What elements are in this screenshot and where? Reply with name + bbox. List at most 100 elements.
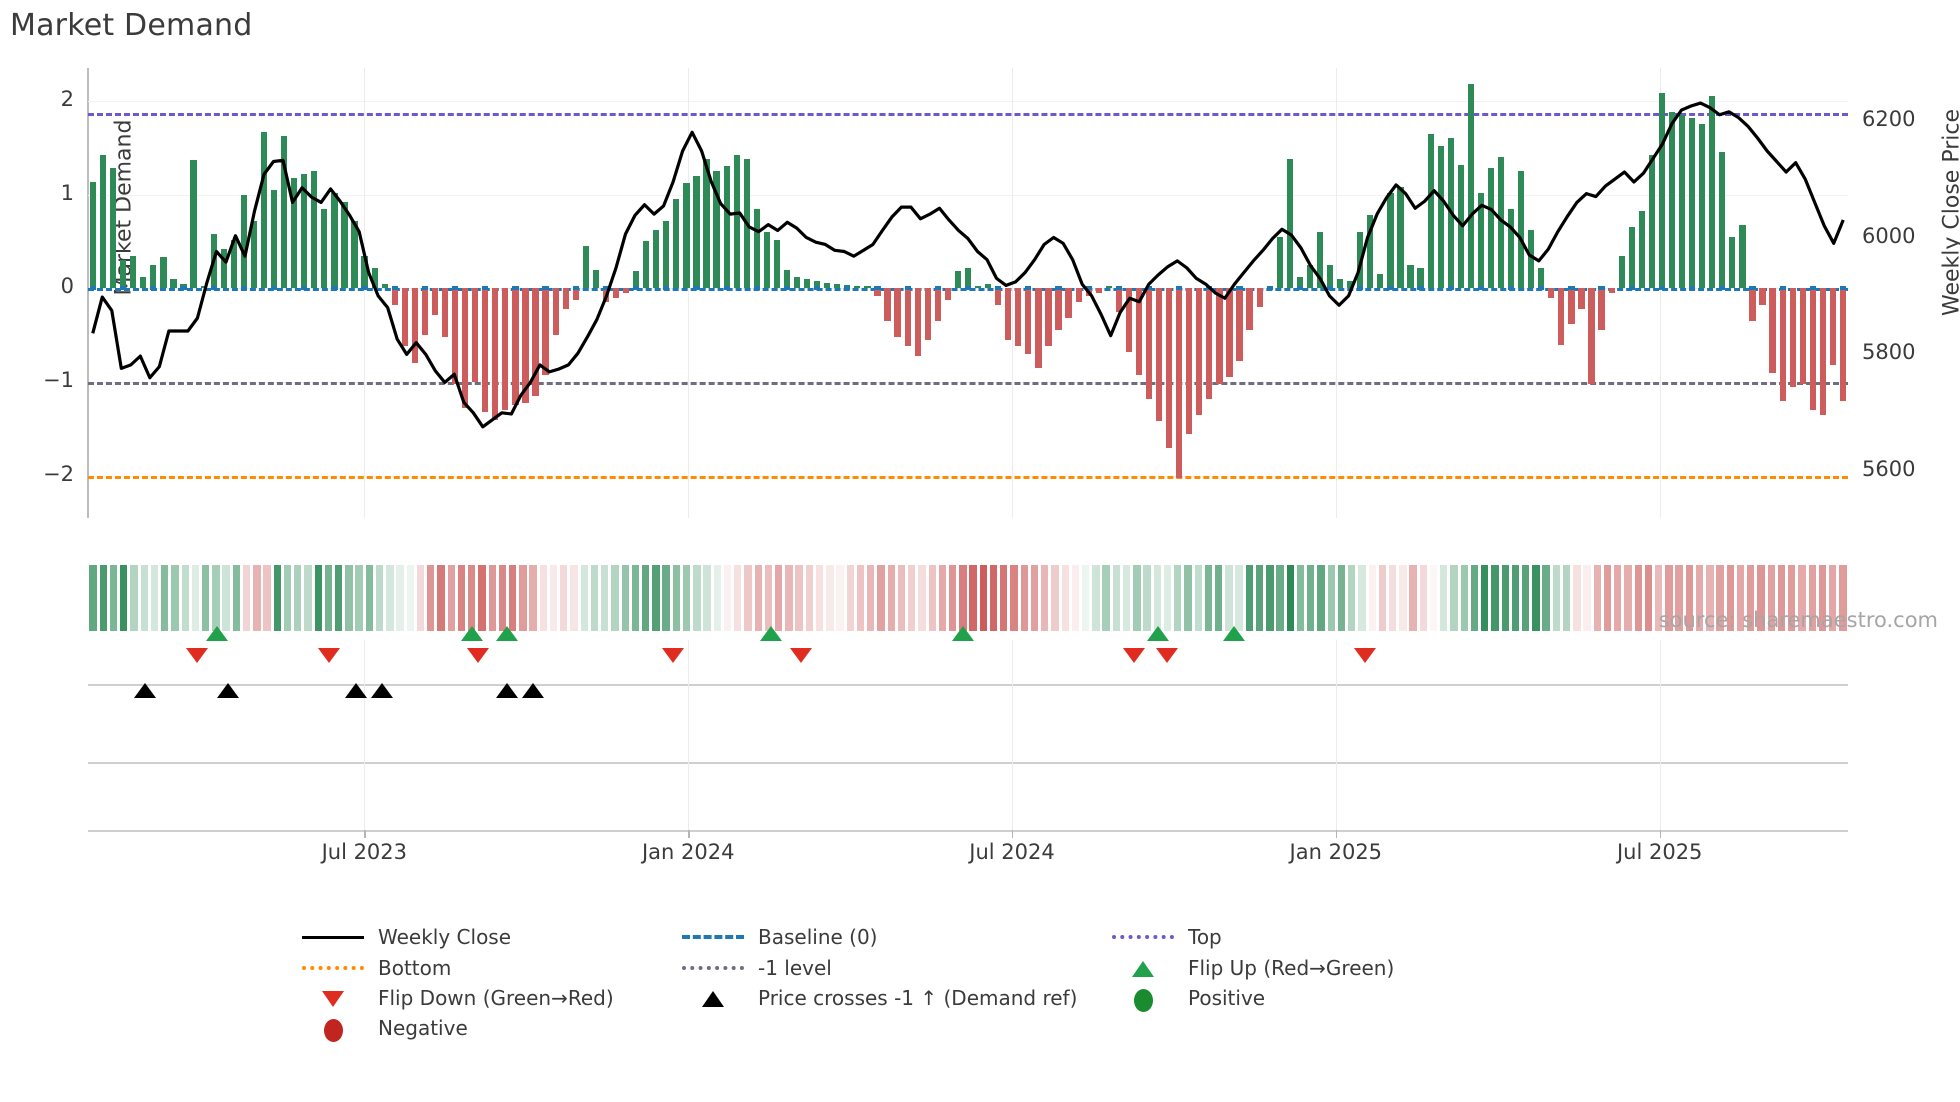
baseline-segment [663, 286, 670, 291]
legend-item[interactable]: Flip Up (Red→Green) [1110, 956, 1394, 980]
baseline-segment [1115, 286, 1122, 291]
y-axis-spine [87, 68, 89, 518]
demand-bar [230, 239, 237, 289]
strip-cell [1757, 565, 1765, 631]
strip-cell [1593, 565, 1601, 631]
strip-cell [989, 565, 998, 631]
strip-cell [1163, 565, 1172, 631]
y-tick-right: 5800 [1862, 340, 1916, 365]
strip-cell [1726, 565, 1734, 631]
baseline-segment [1477, 286, 1485, 291]
strip-cell [529, 565, 537, 631]
demand-bar [1206, 288, 1213, 399]
legend-item[interactable]: Top [1110, 925, 1222, 949]
baseline-segment [874, 286, 881, 291]
baseline-segment [270, 286, 278, 291]
baseline-segment [301, 286, 308, 291]
demand-bar [361, 255, 368, 289]
strip-cell [396, 565, 404, 631]
strip-cell [775, 565, 783, 631]
strip-cell [1112, 565, 1121, 631]
strip-cell [324, 565, 333, 631]
legend-icon-triangle-up [680, 988, 746, 1008]
demand-bar [1689, 117, 1696, 289]
strip-cell [120, 565, 128, 631]
demand-bar [482, 288, 489, 413]
x-tick-label: Jul 2025 [1616, 840, 1703, 864]
demand-bar [1397, 187, 1404, 289]
demand-bar [1125, 288, 1133, 353]
plot-vgrid-0 [364, 68, 366, 518]
demand-bar [1819, 288, 1826, 415]
strip-cell [488, 565, 496, 631]
demand-bar [170, 278, 177, 289]
demand-bar [884, 288, 891, 322]
weekly-close-line [91, 101, 1845, 429]
legend-item[interactable]: Baseline (0) [680, 925, 877, 949]
y-tick-left: −2 [43, 461, 74, 486]
demand-bar [1296, 277, 1303, 289]
demand-bar [1598, 288, 1605, 331]
strip-cell [1419, 565, 1428, 631]
demand-bar [1065, 288, 1072, 319]
demand-bar [1045, 288, 1052, 347]
baseline-segment [1417, 286, 1424, 291]
demand-bar [281, 135, 288, 289]
strip-cell [1174, 565, 1182, 631]
demand-bar [1558, 288, 1565, 345]
strip-cell [427, 565, 435, 631]
demand-bar [1005, 288, 1012, 340]
demand-bar [1196, 288, 1203, 415]
strip-cell [1235, 565, 1243, 631]
demand-bar [643, 241, 650, 289]
strip-cell [652, 565, 660, 631]
legend-item[interactable]: Weekly Close [300, 925, 511, 949]
demand-bar [1135, 288, 1143, 375]
demand-bar [431, 288, 439, 315]
demand-bar [1437, 145, 1444, 289]
y-tick-left: 2 [60, 86, 74, 111]
legend-item[interactable]: Negative [300, 1016, 468, 1042]
demand-bar [763, 232, 770, 289]
baseline-segment [150, 286, 157, 291]
demand-bar [1709, 96, 1716, 289]
strip-cell [140, 565, 148, 631]
legend-icon-dotted-line [1110, 927, 1176, 947]
demand-bar [894, 288, 901, 338]
demand-bar [441, 288, 449, 338]
demand-bar [1075, 288, 1082, 303]
strip-cell [1634, 565, 1642, 631]
legend-item[interactable]: -1 level [680, 956, 832, 980]
demand-bar [1176, 288, 1183, 478]
strip-cell [1399, 565, 1407, 631]
legend-item[interactable]: Price crosses -1 ↑ (Demand ref) [680, 986, 1077, 1010]
demand-bar [1729, 236, 1736, 289]
demand-bar [753, 208, 760, 289]
demand-bar [311, 171, 318, 289]
demand-bar [260, 131, 268, 289]
baseline-segment [1236, 286, 1243, 291]
demand-bar [793, 277, 801, 289]
demand-bar [110, 168, 117, 289]
flip-down-marker [1123, 648, 1145, 663]
legend-item[interactable]: Positive [1110, 986, 1265, 1012]
legend-item[interactable]: Flip Down (Green→Red) [300, 986, 614, 1010]
strip-cell [713, 565, 721, 631]
strip-cell [171, 565, 179, 631]
strip-cell [570, 565, 578, 631]
strip-cell [918, 565, 926, 631]
demand-bar [1618, 255, 1625, 289]
demand-bar [1477, 192, 1485, 289]
legend-item[interactable]: Bottom [300, 956, 451, 980]
strip-cell [273, 565, 281, 631]
strip-cell [1010, 565, 1018, 631]
strip-cell [89, 565, 97, 631]
marker-row-gridline-0 [88, 684, 1848, 686]
strip-cell [560, 565, 568, 631]
strip-cell [1573, 565, 1581, 631]
demand-bar [341, 202, 348, 289]
strip-cell [1368, 565, 1376, 631]
demand-bar [924, 288, 931, 340]
strip-cell [1798, 565, 1806, 631]
demand-bar [572, 288, 579, 300]
